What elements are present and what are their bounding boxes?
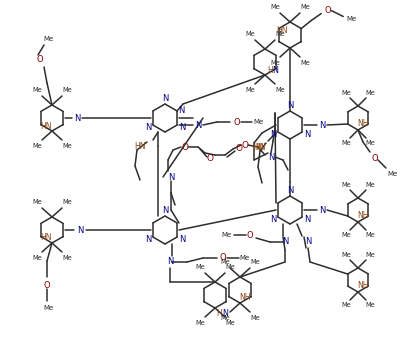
Text: O: O [235,144,243,153]
Text: HN: HN [134,141,146,150]
Text: Me: Me [44,305,54,311]
Text: Me: Me [62,199,72,205]
Text: N: N [145,235,151,244]
Text: N: N [287,186,293,195]
Text: Me: Me [341,232,351,238]
Text: Me: Me [32,255,42,261]
Text: Me: Me [250,315,260,321]
Text: Me: Me [365,232,375,238]
Text: O: O [247,230,253,239]
Text: N: N [270,215,276,224]
Text: Me: Me [225,264,235,270]
Text: Me: Me [32,199,42,205]
Text: N: N [319,206,325,215]
Text: Me: Me [43,36,53,42]
Text: Me: Me [346,15,356,22]
Text: NH: NH [357,280,369,289]
Text: Me: Me [32,87,42,93]
Text: Me: Me [365,140,375,146]
Text: N: N [282,238,288,247]
Text: N: N [162,94,168,103]
Text: Me: Me [62,143,72,149]
Text: N: N [319,121,325,130]
Text: Me: Me [220,259,230,265]
Text: N: N [195,121,201,130]
Text: N: N [145,123,151,132]
Text: Me: Me [254,119,264,125]
Text: N: N [74,113,80,122]
Text: N: N [305,238,311,247]
Text: O: O [44,280,50,289]
Text: HN: HN [252,143,264,152]
Text: N: N [179,235,185,244]
Text: O: O [36,54,43,63]
Text: Me: Me [365,182,375,188]
Text: N: N [270,130,276,139]
Text: Me: Me [250,259,260,265]
Text: O: O [234,117,240,126]
Text: O: O [220,253,226,262]
Text: Me: Me [240,255,250,261]
Text: HN: HN [254,143,266,152]
Text: Me: Me [195,264,205,270]
Text: N: N [162,206,168,215]
Text: Me: Me [62,255,72,261]
Text: NH: NH [239,293,251,302]
Text: Me: Me [195,320,205,326]
Text: HN: HN [40,234,52,243]
Text: Me: Me [270,4,280,10]
Text: Me: Me [341,90,351,96]
Text: Me: Me [225,320,235,326]
Text: N: N [179,123,185,132]
Text: N: N [222,309,228,318]
Text: Me: Me [275,31,285,37]
Text: Me: Me [62,87,72,93]
Text: H: H [216,309,222,318]
Text: O: O [325,6,332,15]
Text: Me: Me [341,140,351,146]
Text: Me: Me [388,171,398,177]
Text: HN: HN [40,122,52,131]
Text: N: N [304,130,310,139]
Text: Me: Me [341,252,351,258]
Text: Me: Me [222,232,232,238]
Text: Me: Me [341,182,351,188]
Text: Me: Me [365,302,375,308]
Text: N: N [178,105,184,114]
Text: Me: Me [220,315,230,321]
Text: O: O [207,153,213,162]
Text: O: O [372,153,378,162]
Text: Me: Me [270,60,280,66]
Text: Me: Me [275,87,285,93]
Text: H: H [267,66,273,75]
Text: NH: NH [357,118,369,127]
Text: Me: Me [365,252,375,258]
Text: Me: Me [245,31,255,37]
Text: N: N [167,257,173,266]
Text: Me: Me [32,143,42,149]
Text: Me: Me [300,60,310,66]
Text: O: O [182,143,188,152]
Text: N: N [77,225,83,234]
Text: Me: Me [300,4,310,10]
Text: Me: Me [341,302,351,308]
Text: O: O [241,140,249,149]
Text: NH: NH [357,211,369,220]
Text: N: N [168,172,174,181]
Text: N: N [272,66,278,75]
Text: N: N [304,215,310,224]
Text: Me: Me [245,87,255,93]
Text: N: N [268,153,274,162]
Text: HN: HN [276,26,288,35]
Text: Me: Me [365,90,375,96]
Text: N: N [287,101,293,110]
